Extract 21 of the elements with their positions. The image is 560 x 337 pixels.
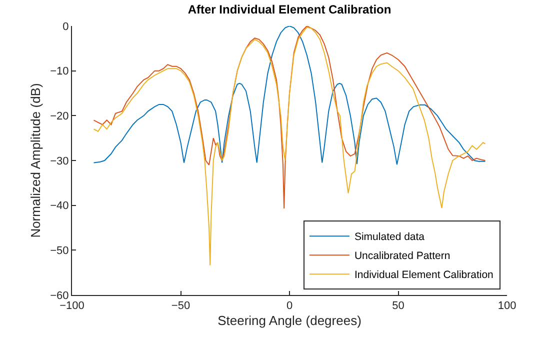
y-tick-label: −20	[50, 110, 69, 123]
legend-label: Uncalibrated Pattern	[354, 250, 450, 262]
chart-title: After Individual Element Calibration	[188, 2, 392, 16]
y-tick-label: −50	[50, 245, 69, 258]
line-series	[93, 26, 486, 209]
line-series	[93, 26, 486, 266]
x-tick-label: 0	[286, 300, 293, 312]
legend-label: Simulated data	[354, 231, 425, 244]
x-tick-label: 50	[392, 300, 404, 312]
x-tick-label: −100	[60, 300, 84, 312]
x-tick-label: −50	[171, 300, 190, 312]
y-axis-title: Normalized Amplitude (dB)	[28, 83, 44, 238]
y-tick-label: 0	[62, 20, 69, 33]
line-series	[93, 26, 486, 166]
y-tick-label: −10	[50, 66, 69, 78]
y-tick-label: −30	[50, 155, 69, 168]
y-tick-label: −60	[50, 290, 69, 302]
y-tick-label: −40	[50, 200, 69, 212]
legend-label: Individual Element Calibration	[354, 269, 494, 282]
x-tick-label: 100	[498, 300, 516, 312]
x-axis-title: Steering Angle (degrees)	[218, 312, 362, 328]
